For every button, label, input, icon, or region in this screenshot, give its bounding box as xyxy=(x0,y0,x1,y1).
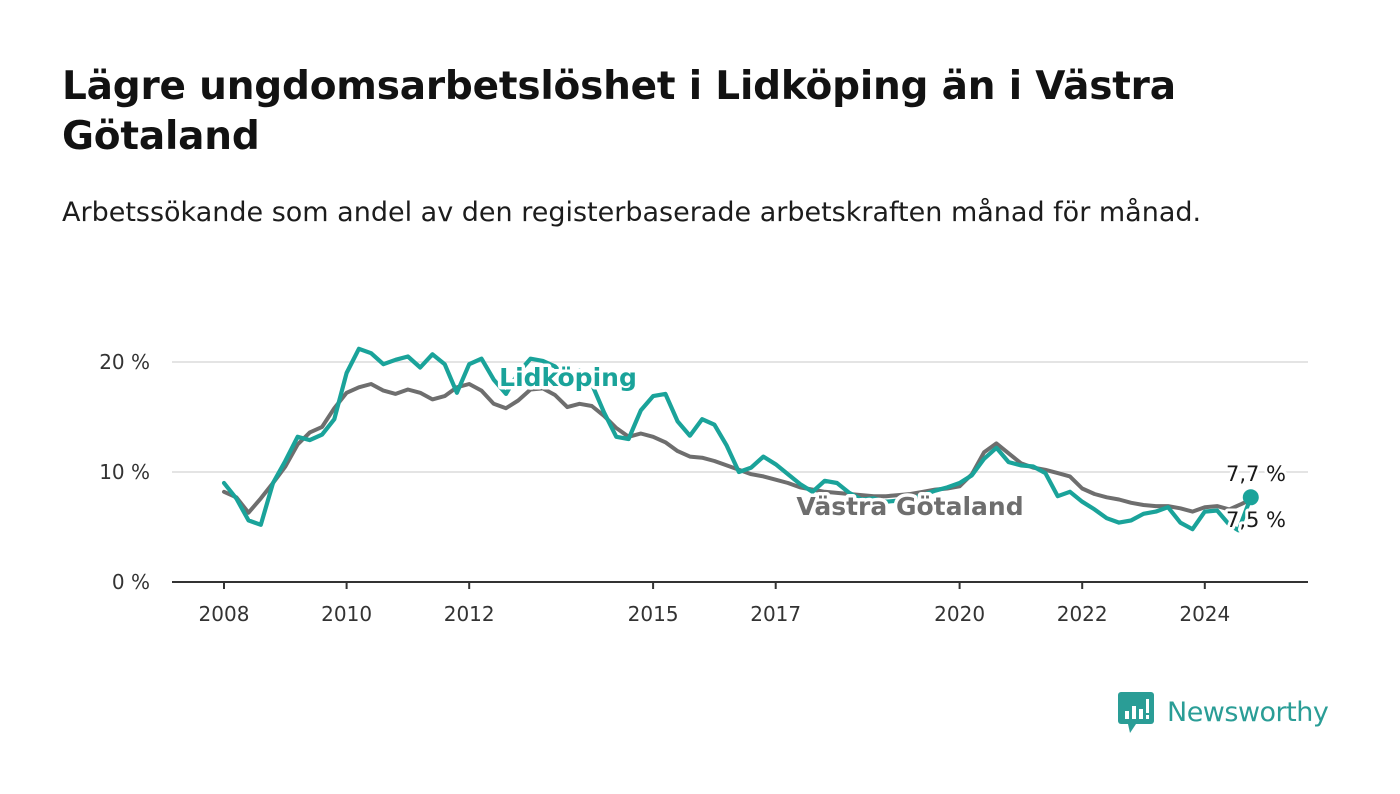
series-label: Lidköping xyxy=(499,363,637,392)
y-tick-label: 10 % xyxy=(99,460,150,484)
end-value-label: 7,7 % xyxy=(1226,462,1286,486)
chart-title: Lägre ungdomsarbetslöshet i Lidköping än… xyxy=(62,64,1176,159)
chart-subtitle: Arbetssökande som andel av den registerb… xyxy=(62,197,1202,228)
x-tick-label: 2010 xyxy=(321,602,372,626)
x-tick-label: 2015 xyxy=(628,602,679,626)
y-tick-label: 0 % xyxy=(112,570,150,594)
end-value-halo: 7,7 % xyxy=(1226,462,1286,486)
x-tick-label: 2012 xyxy=(444,602,495,626)
series-label-halo: Lidköping xyxy=(499,363,637,392)
x-tick-label: 2008 xyxy=(199,602,250,626)
x-tick-label: 2017 xyxy=(750,602,801,626)
x-tick-label: 2024 xyxy=(1179,602,1230,626)
series-line-v-stra-g-taland xyxy=(222,382,1253,515)
series-lines xyxy=(221,346,1259,533)
series-end-point xyxy=(1242,489,1259,506)
x-tick-label: 2022 xyxy=(1057,602,1108,626)
y-axis-ticks: 0 % 10 % 20 % xyxy=(99,350,150,594)
series-line-lidk-ping xyxy=(221,346,1253,533)
end-value-halo: 7,5 % xyxy=(1226,508,1286,532)
x-tick-label: 2020 xyxy=(934,602,985,626)
series-label-halo: Västra Götaland xyxy=(796,492,1023,521)
brand-name: Newsworthy xyxy=(1167,696,1329,728)
end-value-label: 7,5 % xyxy=(1226,508,1286,532)
x-axis: 2008 2010 2012 2015 2017 2020 2022 2024 xyxy=(172,581,1308,626)
newsworthy-logo: Newsworthy xyxy=(1118,690,1329,734)
chart-bubble-icon xyxy=(1118,692,1154,733)
y-tick-label: 20 % xyxy=(99,350,150,374)
grid-lines xyxy=(172,361,1308,473)
series-label: Västra Götaland xyxy=(796,492,1023,521)
